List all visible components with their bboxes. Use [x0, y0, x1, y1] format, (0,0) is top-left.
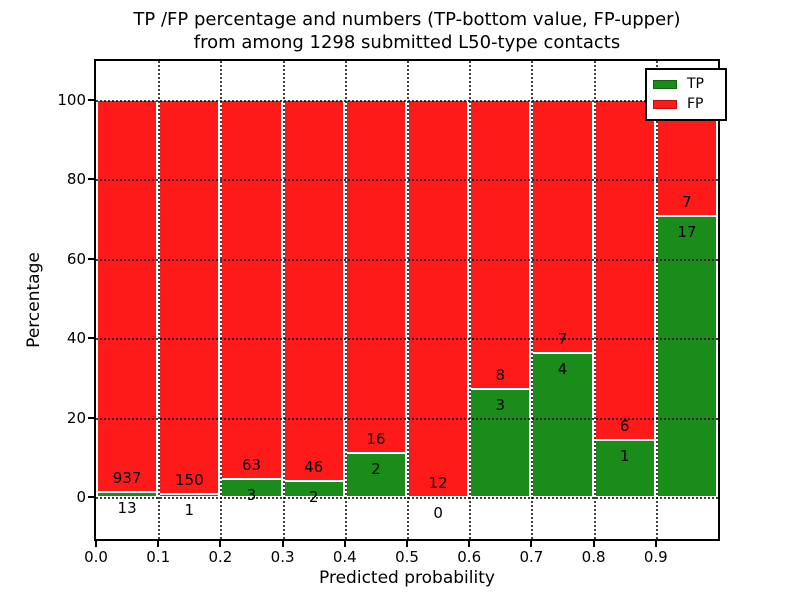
x-tick-label: 0.6: [457, 548, 482, 566]
y-tick: [88, 178, 94, 181]
x-tick-label: 0.5: [395, 548, 419, 566]
y-tick-label: 40: [66, 329, 86, 348]
y-tick: [88, 257, 94, 260]
tp-count-label: 2: [371, 459, 381, 478]
bar-tp-segment: [656, 215, 717, 498]
x-tick-label: 0.9: [643, 548, 668, 566]
bar-fp-segment: [408, 99, 469, 498]
bar-fp-segment: [221, 99, 282, 480]
fp-count-label: 63: [241, 456, 262, 475]
fp-count-label: 6: [619, 417, 630, 436]
y-tick-label: 0: [76, 488, 86, 507]
tp-count-label: 4: [557, 359, 568, 378]
x-tick: [406, 541, 408, 547]
bar-tp-segment: [594, 440, 655, 498]
fp-count-label: 150: [174, 471, 204, 490]
tp-count-label: 13: [117, 498, 137, 517]
tp-count-label: 0: [433, 504, 443, 523]
y-tick-label: 60: [66, 249, 86, 268]
fp-count-label: 12: [428, 474, 448, 493]
tp-count-label: 1: [184, 501, 195, 520]
legend-entry-fp: FP: [653, 94, 719, 114]
bar-tp-segment: [97, 491, 158, 498]
fp-count-label: 937: [112, 468, 142, 487]
y-axis-title: Percentage: [24, 252, 44, 348]
tp-count-label: 3: [495, 395, 506, 414]
chart-title-line1: TP /FP percentage and numbers (TP-bottom…: [133, 9, 681, 30]
tp-count-label: 2: [308, 487, 319, 506]
x-tick: [157, 541, 160, 547]
bars-layer: [96, 61, 718, 539]
bar-fp-segment: [470, 99, 531, 389]
x-tick: [343, 541, 346, 547]
annotations-layer: 937 13 150 1 63 3 46 2 16 2 12 0 8 3 7 4 6 1 7 17: [96, 61, 718, 539]
x-tick-label: 0.3: [270, 548, 295, 566]
x-tick: [468, 541, 471, 547]
tp-count-label: 3: [246, 486, 257, 505]
bar-tp-segment: [470, 388, 531, 498]
x-tick: [219, 541, 222, 547]
fp-count-label: 8: [495, 365, 506, 384]
x-tick: [281, 541, 284, 547]
x-tick-label: 0.8: [581, 548, 606, 566]
legend-label: TP: [687, 76, 704, 92]
legend-entry-tp: TP: [653, 74, 719, 94]
y-tick-label: 80: [66, 170, 86, 189]
x-tick: [530, 541, 533, 547]
plot-area: 937 13 150 1 63 3 46 2 16 2 12 0 8 3 7 4 6 1 7 17 TP FP: [96, 61, 727, 539]
y-tick: [88, 337, 94, 340]
fp-legend-swatch: [653, 99, 677, 109]
bar-fp-segment: [532, 99, 593, 353]
x-tick: [654, 541, 657, 547]
y-tick: [88, 98, 94, 101]
bar-fp-segment: [97, 99, 158, 492]
fp-count-label: 16: [366, 429, 386, 448]
chart-title: TP /FP percentage and numbers (TP-bottom…: [96, 8, 718, 54]
bar-tp-segment: [345, 452, 406, 498]
tp-legend-swatch: [653, 79, 677, 89]
chart-title-line2: from among 1298 submitted L50-type conta…: [193, 32, 621, 53]
bar-fp-segment: [345, 99, 406, 453]
y-tick-label: 100: [57, 90, 86, 109]
x-tick-label: 0.1: [146, 548, 171, 566]
tp-count-label: 1: [619, 447, 630, 466]
fp-count-label: 7: [682, 192, 692, 211]
x-tick-label: 0.4: [332, 548, 357, 566]
legend: TP FP: [645, 68, 727, 121]
x-tick-label: 0.0: [84, 548, 108, 566]
x-tick: [95, 541, 97, 547]
x-tick: [592, 541, 595, 547]
x-axis-title: Predicted probability: [319, 568, 495, 588]
y-tick: [88, 496, 94, 499]
legend-label: FP: [687, 96, 704, 112]
tp-count-label: 17: [677, 222, 697, 241]
x-tick-label: 0.2: [208, 548, 233, 566]
bar-fp-segment: [283, 99, 344, 481]
fp-count-label: 7: [557, 329, 568, 348]
x-tick-label: 0.7: [519, 548, 544, 566]
fp-count-label: 46: [304, 457, 324, 476]
y-tick: [88, 416, 94, 419]
y-tick-label: 20: [66, 408, 86, 427]
bar-tp-segment: [532, 352, 593, 498]
